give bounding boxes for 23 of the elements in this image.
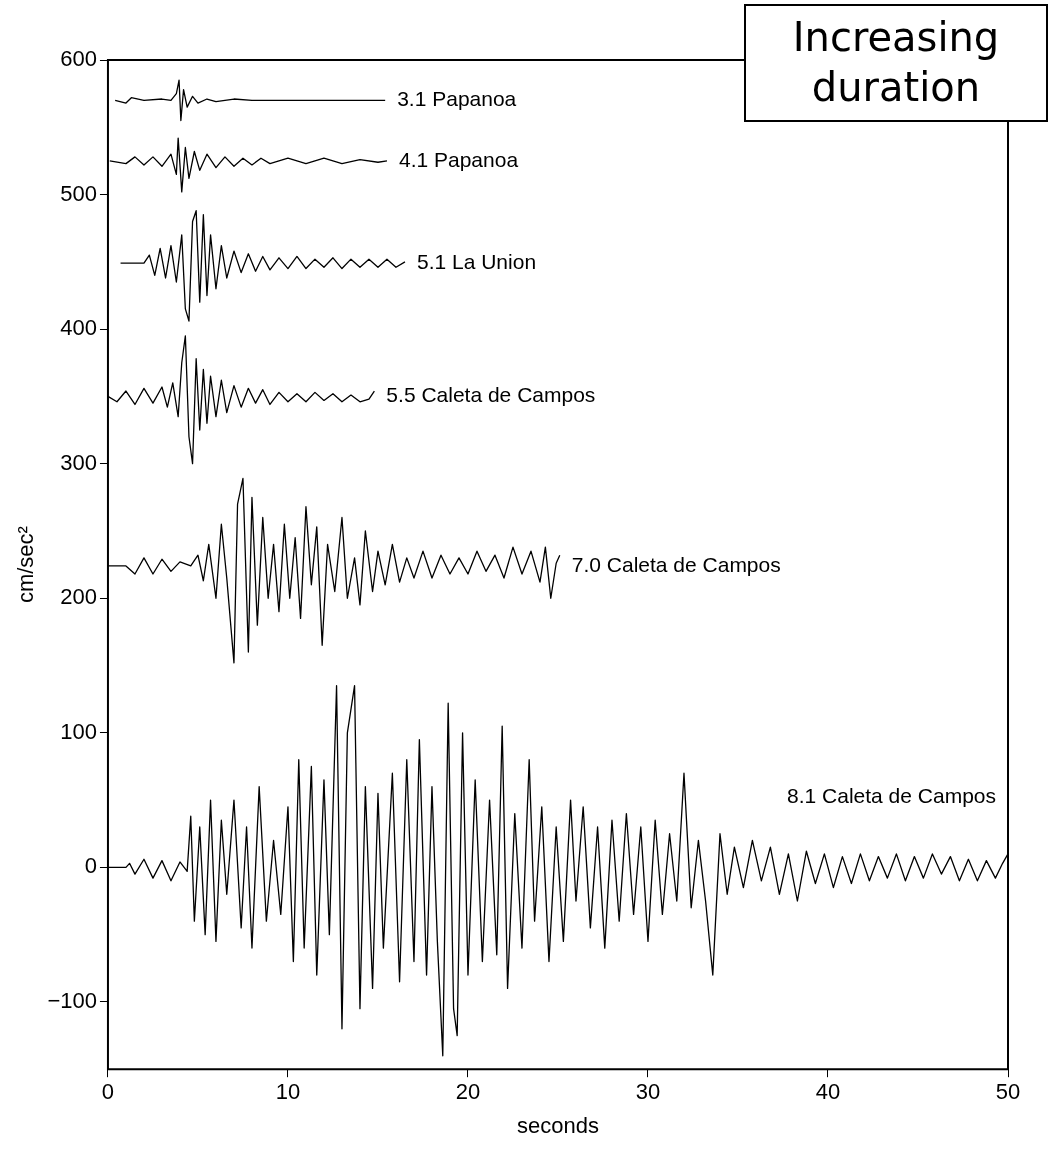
y-tick-label: −100: [47, 987, 97, 1013]
y-tick-label: 600: [60, 46, 97, 72]
series-label: 3.1 Papanoa: [397, 87, 517, 111]
series-label: 5.1 La Union: [416, 249, 537, 273]
series-label: 5.5 Caleta de Campos: [386, 383, 596, 407]
annotation: Increasing duration: [744, 4, 1048, 122]
series-label: 4.1 Papanoa: [398, 147, 519, 171]
series-label: 7.0 Caleta de Campos: [571, 552, 781, 576]
x-tick-label: 0: [101, 1079, 115, 1105]
x-tick-label: 10: [275, 1079, 301, 1105]
x-tick-label: 40: [815, 1079, 841, 1105]
y-tick-label: 0: [84, 853, 97, 879]
y-tick-label: 400: [60, 315, 97, 341]
y-axis-title: cm/sec²: [13, 526, 39, 604]
y-tick-label: 500: [60, 180, 97, 206]
text: 8.1 Caleta de Campos: [787, 784, 997, 808]
x-tick-label: 20: [455, 1079, 481, 1105]
x-tick-label: 30: [635, 1079, 661, 1105]
y-tick-label: 200: [60, 584, 97, 610]
x-tick-label: 50: [995, 1079, 1021, 1105]
y-tick-label: 100: [60, 718, 97, 744]
x-axis-title: seconds: [517, 1112, 599, 1138]
y-tick-label: 300: [60, 449, 97, 475]
